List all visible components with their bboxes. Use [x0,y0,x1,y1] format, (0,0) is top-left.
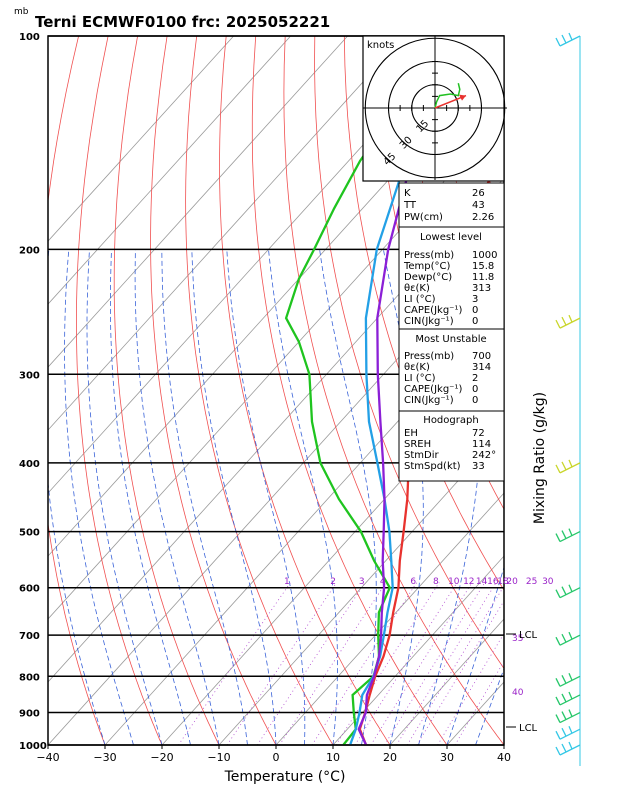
lowest-level-header: Lowest level [420,232,482,243]
most-unstable-value: 0 [472,395,478,406]
most-unstable-label: Press(mb) [404,351,454,362]
hodograph-row-value: 114 [472,439,491,450]
x-tick-label: 10 [326,751,340,764]
lowest-level-label: Press(mb) [404,250,454,261]
lcl-label-upper: LCL [519,630,538,641]
hodograph-units-label: knots [367,40,394,51]
most-unstable-value: 700 [472,351,491,362]
lowest-level-label: CAPE(Jkg⁻¹) [404,305,462,316]
most-unstable-label: CIN(Jkg⁻¹) [404,395,454,406]
mixing-ratio-label: 20 [506,577,518,587]
most-unstable-value: 0 [472,384,478,395]
tt-index-label: TT [403,200,417,211]
mixing-ratio-label: 8 [433,577,439,587]
lowest-level-value: 0 [472,305,478,316]
most-unstable-value: 314 [472,362,491,373]
lowest-level-label: Temp(°C) [403,261,451,272]
hodograph-row-label: SREH [404,439,431,450]
x-tick-label: −10 [207,751,230,764]
mixing-ratio-label: 25 [526,577,537,587]
most-unstable-label: LI (°C) [404,373,436,384]
y-tick-label: 100 [19,32,40,43]
x-tick-label: −20 [150,751,173,764]
y-tick-label: 400 [19,459,40,470]
x-tick-label: −30 [93,751,116,764]
x-tick-label: 20 [383,751,397,764]
mixing-ratio-label: 10 [448,577,460,587]
mixing-ratio-label: 4 [380,577,386,587]
most-unstable-value: 2 [472,373,478,384]
lowest-level-label: θε(K) [404,283,430,294]
pw-label: PW(cm) [404,212,443,223]
y-tick-label: 200 [19,245,40,256]
most-unstable-label: θε(K) [404,362,430,373]
y-tick-label: 1000 [19,741,47,752]
indices-panel: K 26 TT 43 PW(cm) 2.26 Lowest level Pres… [399,183,504,481]
chart-title: Terni ECMWF0100 frc: 2025052221 [35,13,330,31]
x-axis-label: Temperature (°C) [224,769,346,785]
hodograph-row-value: 242° [472,450,496,461]
lcl-label-lower: LCL [519,723,538,734]
lowest-level-label: LI (°C) [404,294,436,305]
mixing-ratio-label: 12 [463,577,474,587]
hodograph-row-label: EH [404,428,418,439]
x-tick-label: 0 [273,751,280,764]
hodograph-row-label: StmSpd(kt) [404,461,461,472]
lowest-level-value: 15.8 [472,261,494,272]
y-tick-label: 800 [19,672,40,683]
mixing-ratio-label: 14 [476,577,488,587]
most-unstable-header: Most Unstable [415,334,486,345]
most-unstable-label: CAPE(Jkg⁻¹) [404,384,462,395]
lowest-level-value: 1000 [472,250,497,261]
hodograph-row-value: 72 [472,428,485,439]
mixing-ratio-label: 2 [330,577,336,587]
hodograph-header: Hodograph [423,415,478,426]
k-index-value: 26 [472,188,485,199]
x-tick-label: 30 [440,751,454,764]
x-tick-label: 40 [497,751,511,764]
k-index-label: K [404,188,411,199]
lowest-level-value: 3 [472,294,478,305]
mixing-ratio-label: 1 [284,577,290,587]
mixing-ratio-axis-label: Mixing Ratio (g/kg) [532,392,548,524]
mixing-ratio-label: 30 [542,577,554,587]
y-tick-label: 600 [19,584,40,595]
y-tick-label: 500 [19,528,40,539]
lowest-level-label: CIN(Jkg⁻¹) [404,316,454,327]
tt-index-value: 43 [472,200,485,211]
pw-value: 2.26 [472,212,494,223]
hodograph-row-value: 33 [472,461,485,472]
lowest-level-value: 313 [472,283,491,294]
pressure-unit-label: mb [14,7,29,17]
mixing-ratio-label: 6 [410,577,416,587]
lowest-level-value: 0 [472,316,478,327]
lowest-level-value: 11.8 [472,272,494,283]
hodograph-row-label: StmDir [404,450,439,461]
lowest-level-label: Dewp(°C) [404,272,452,283]
x-tick-label: −40 [36,751,59,764]
y-tick-label: 300 [19,370,40,381]
mixing-ratio-label: 3 [359,577,365,587]
y-tick-label: 700 [19,631,40,642]
y-tick-label: 900 [19,709,40,720]
theta-e-label-40: 40 [512,688,524,698]
